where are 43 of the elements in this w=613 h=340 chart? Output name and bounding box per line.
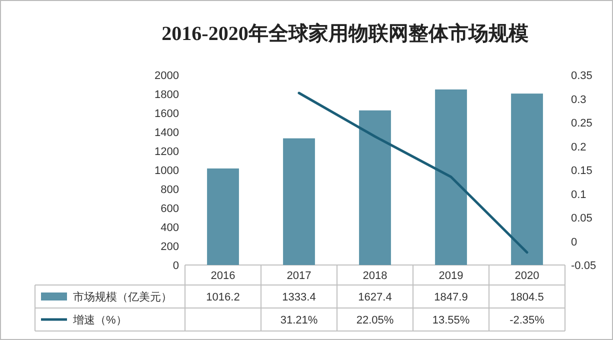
y2-tick-label: 0.2	[571, 141, 586, 154]
data-label: 1627.4	[358, 292, 392, 304]
y-tick-label: 600	[160, 203, 179, 215]
bar	[359, 110, 391, 265]
bar	[283, 138, 315, 265]
y2-tick-label: 0.1	[571, 188, 586, 201]
x-tick-label: 2017	[286, 270, 312, 282]
y2-tick-label: 0.25	[571, 118, 592, 130]
data-label: 1333.4	[282, 292, 316, 304]
y2-tick-label: 0.15	[571, 165, 592, 177]
y-tick-label: 1200	[154, 146, 179, 158]
x-tick-label: 2020	[514, 270, 540, 282]
data-label: 1016.2	[206, 292, 240, 304]
chart-title: 2016-2020年全球家用物联网整体市场规模	[162, 22, 528, 45]
data-label: 13.55%	[432, 314, 470, 326]
y2-tick-label: 0.05	[571, 212, 592, 224]
line-series	[298, 92, 528, 254]
bar	[207, 168, 239, 265]
y-tick-label: 0	[172, 260, 179, 272]
y-tick-label: 400	[160, 222, 179, 234]
y-tick-label: 2000	[154, 70, 179, 82]
y-tick-label: 1400	[154, 127, 179, 139]
x-tick-label: 2016	[210, 270, 236, 282]
legend-label: 市场规模（亿美元）	[73, 290, 172, 304]
legend-label: 增速（%）	[72, 314, 127, 326]
y2-tick-label: -0.05	[571, 260, 596, 272]
y2-tick-label: 0	[571, 236, 578, 248]
y-tick-label: 800	[160, 184, 179, 196]
data-label: 1804.5	[510, 292, 544, 304]
y-tick-label: 1600	[154, 108, 179, 120]
bar	[511, 94, 543, 265]
data-label: 1847.9	[434, 292, 468, 304]
y-tick-label: 1800	[154, 89, 179, 101]
data-label: -2.35%	[510, 314, 545, 326]
bar	[435, 89, 467, 265]
data-label: 31.21%	[280, 314, 318, 326]
y-tick-label: 1000	[154, 165, 179, 177]
x-tick-label: 2019	[438, 270, 464, 282]
data-label: 22.05%	[356, 314, 394, 326]
y2-tick-label: 0.35	[571, 70, 592, 82]
y2-tick-label: 0.3	[571, 94, 586, 106]
x-tick-label: 2018	[362, 270, 388, 282]
y-tick-label: 200	[160, 241, 179, 253]
